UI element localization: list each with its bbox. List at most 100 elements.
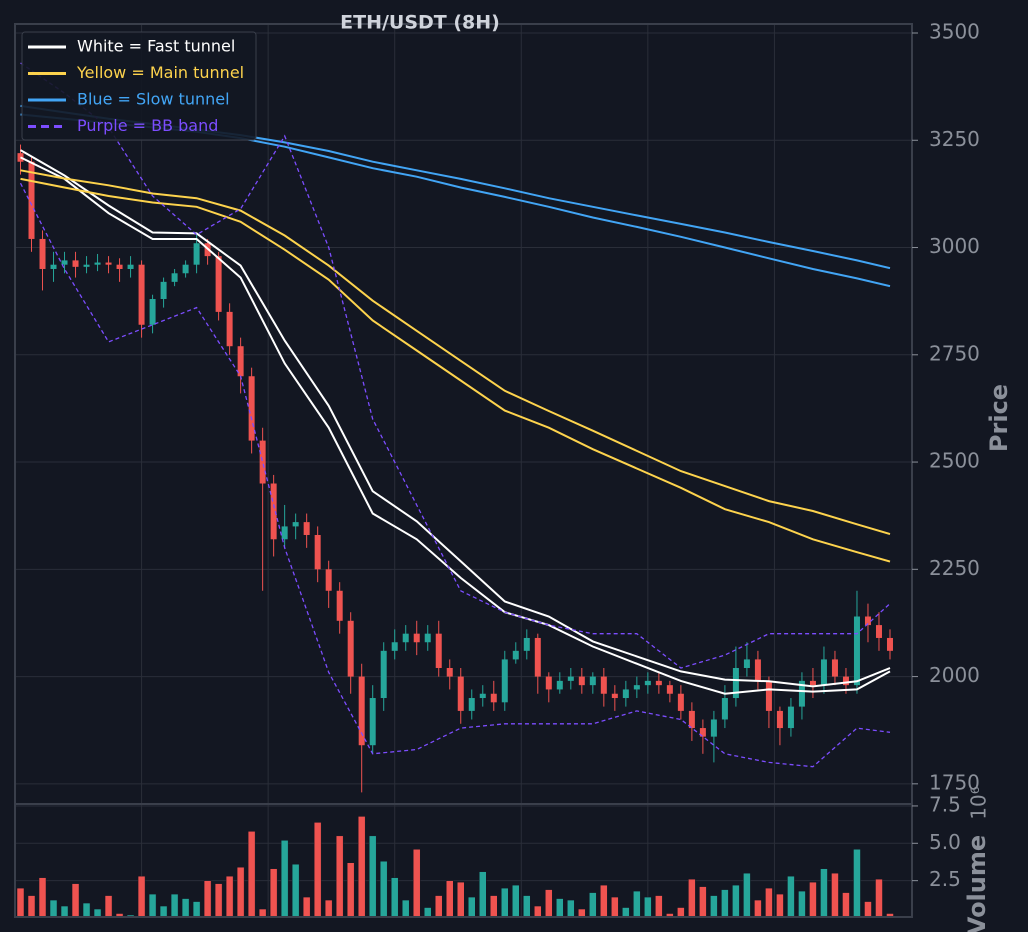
candle-body xyxy=(457,676,464,711)
volume-axis-label: Volume xyxy=(963,835,991,932)
volume-bar xyxy=(27,895,36,919)
candle-body xyxy=(281,526,288,540)
volume-bar xyxy=(644,896,652,919)
candle-body xyxy=(501,659,508,703)
volume-bar xyxy=(434,895,443,919)
volume-bar xyxy=(523,895,531,919)
candle-body xyxy=(622,689,629,699)
volume-bar xyxy=(809,881,817,919)
legend-box xyxy=(21,31,257,141)
legend: White = Fast tunnel Yellow = Main tunnel B… xyxy=(21,31,257,141)
candle-body xyxy=(347,620,354,677)
volume-bar xyxy=(38,877,47,919)
volume-bar xyxy=(82,902,91,919)
volume-bar xyxy=(192,901,201,919)
volume-bar xyxy=(247,831,256,919)
volume-bar xyxy=(269,868,278,919)
volume-bar xyxy=(479,871,487,919)
candle-body xyxy=(435,633,442,668)
candle-body xyxy=(237,346,244,377)
candle-body xyxy=(556,680,563,690)
volume-bar xyxy=(765,887,773,919)
grid-layer xyxy=(15,24,912,918)
volume-bar xyxy=(688,878,696,919)
candle-body xyxy=(655,680,662,686)
candle-body xyxy=(567,676,574,681)
legend-label: Blue = Slow tunnel xyxy=(77,90,230,109)
candle-body xyxy=(853,616,860,686)
candle-body xyxy=(842,676,849,686)
candle-body xyxy=(215,256,222,312)
candle-body xyxy=(424,633,431,643)
volume-bar xyxy=(137,875,146,919)
indicator-line xyxy=(20,149,891,688)
offset-label: 10⁶ xyxy=(967,786,991,819)
y-tick-label: 2750 xyxy=(929,341,980,365)
volume-bar xyxy=(181,898,190,919)
volume-bar xyxy=(468,896,476,919)
volume-bar xyxy=(368,835,377,919)
candle-body xyxy=(149,299,156,325)
candle-body xyxy=(226,311,233,347)
axes-layer: 1750 2000 2250 2500 2750 3000 3250 3500 2.5 5.0 7.… xyxy=(912,20,980,891)
candle-body xyxy=(798,680,805,707)
candle-body xyxy=(512,650,519,660)
volume-bar xyxy=(214,883,223,919)
candle-body xyxy=(358,676,365,746)
volume-bar xyxy=(831,872,839,919)
volume-bar xyxy=(236,866,245,919)
candle-body xyxy=(732,667,739,699)
candle-body xyxy=(831,659,838,677)
candle-body xyxy=(325,569,332,591)
y-tick-label: 5.0 xyxy=(929,830,961,854)
volume-bar xyxy=(456,881,465,919)
y-tick-label: 3000 xyxy=(929,234,980,258)
volume-bar xyxy=(721,889,729,919)
volume-bar xyxy=(710,895,718,919)
volume-bar xyxy=(71,883,80,919)
candle-body xyxy=(666,685,673,694)
volume-bar xyxy=(203,880,212,919)
candle-body xyxy=(292,522,299,527)
volume-bar xyxy=(589,892,597,919)
volume-bar xyxy=(754,899,762,919)
candle-body xyxy=(765,680,772,711)
volume-bar xyxy=(842,892,850,919)
volume-bar xyxy=(655,895,663,919)
volume-bar xyxy=(49,899,58,919)
candle-body xyxy=(710,719,717,737)
candle-body xyxy=(611,693,618,699)
candle-body xyxy=(72,260,79,267)
y-tick-label: 2500 xyxy=(929,449,980,473)
candle-body xyxy=(50,264,57,269)
candle-body xyxy=(886,637,893,651)
candle-body xyxy=(138,264,145,325)
y-tick-label: 2250 xyxy=(929,556,980,580)
candle-body xyxy=(864,616,871,626)
candle-body xyxy=(127,264,134,269)
candle-body xyxy=(523,637,530,651)
indicator-line xyxy=(20,169,891,536)
candle-body xyxy=(259,440,266,484)
candle-body xyxy=(820,659,827,686)
legend-label: Yellow = Main tunnel xyxy=(76,63,244,82)
volume-bar xyxy=(313,822,322,919)
candle-body xyxy=(776,710,783,729)
candle-body xyxy=(446,667,453,677)
y-tick-label: 1750 xyxy=(929,770,980,794)
candle-body xyxy=(578,676,585,686)
volume-bar xyxy=(743,872,751,919)
candle-body xyxy=(336,590,343,621)
candle-body xyxy=(490,693,497,703)
candle-body xyxy=(83,264,90,267)
candle-body xyxy=(754,659,761,681)
candle-body xyxy=(402,633,409,643)
legend-label: Purple = BB band xyxy=(77,116,218,135)
candle-body xyxy=(644,680,651,686)
volume-bar xyxy=(148,893,157,919)
volume-bar xyxy=(324,899,333,919)
candle-body xyxy=(28,161,35,239)
volume-bar xyxy=(545,889,553,919)
